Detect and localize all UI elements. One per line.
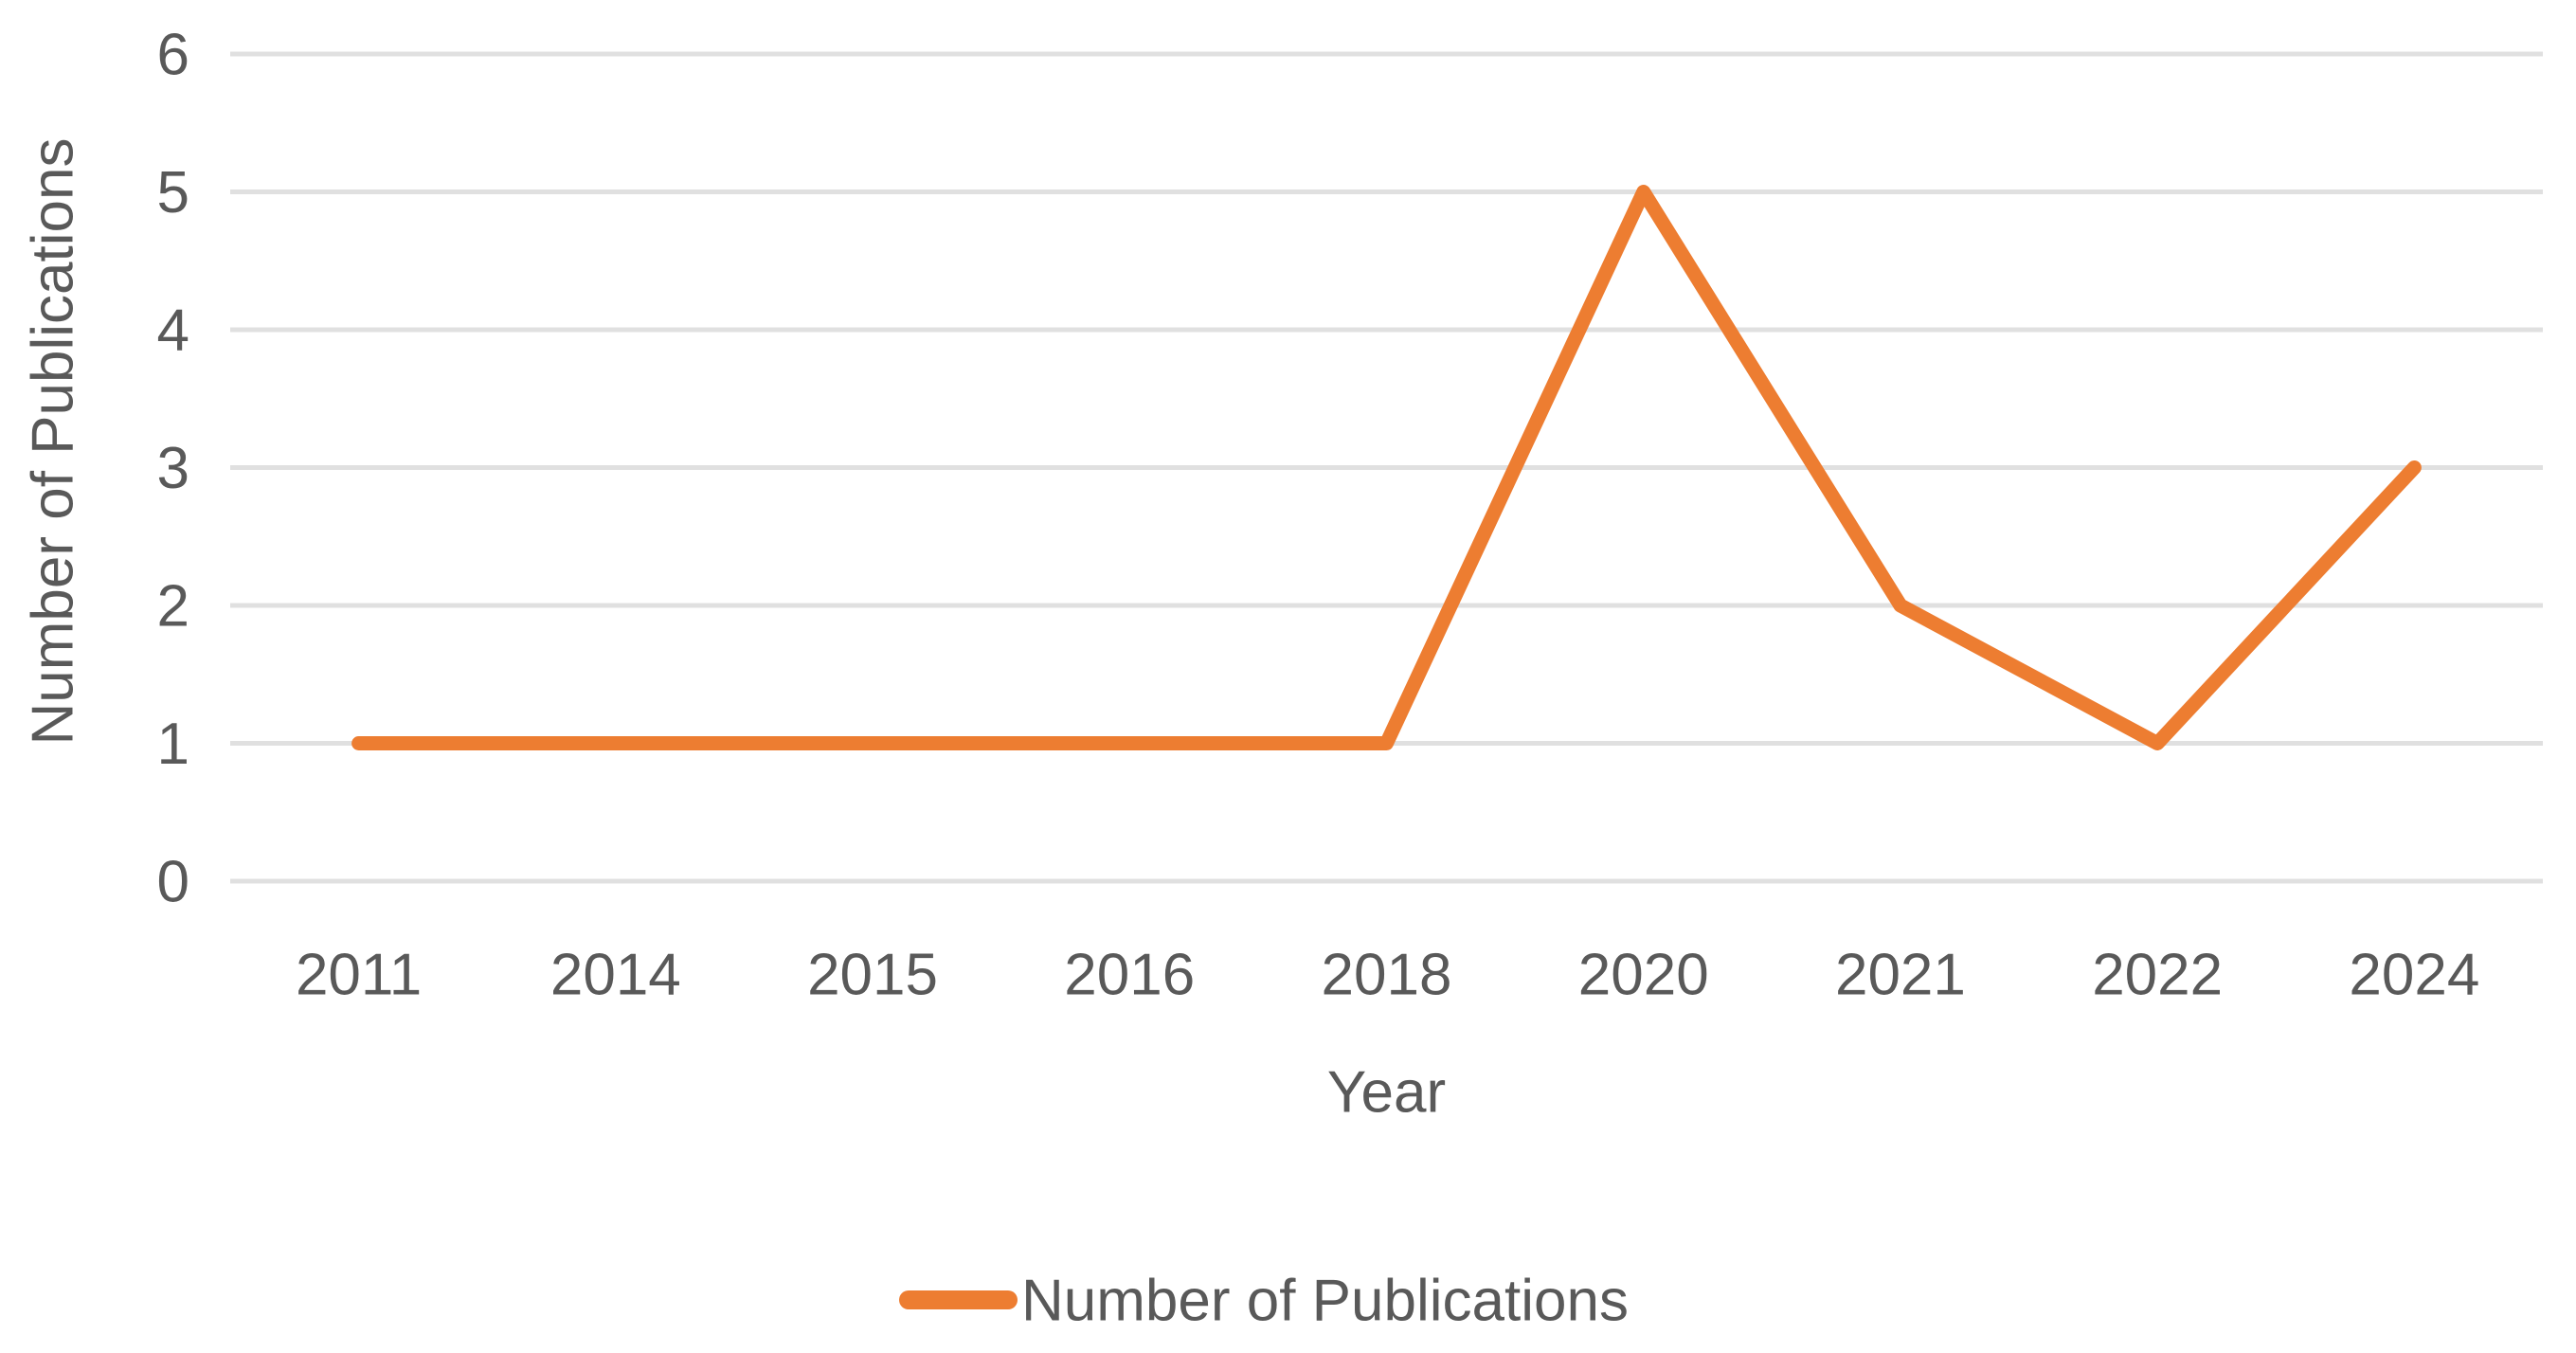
y-tick-label: 2 — [157, 574, 189, 640]
series-line — [351, 185, 2422, 750]
legend-label: Number of Publications — [1021, 1269, 1629, 1334]
y-tick-label: 0 — [157, 850, 189, 915]
x-tick-label: 2018 — [1322, 943, 1452, 1008]
x-tick-label: 2011 — [296, 943, 422, 1008]
x-tick-label: 2014 — [550, 943, 681, 1008]
y-tick-label: 5 — [157, 160, 189, 226]
y-tick-label: 3 — [157, 436, 189, 501]
y-tick-label: 4 — [157, 298, 189, 364]
x-tick-label: 2015 — [807, 943, 938, 1008]
x-tick-label: 2021 — [1835, 943, 1966, 1008]
x-tick-label: 2024 — [2349, 943, 2479, 1008]
y-tick-label: 1 — [157, 712, 189, 777]
y-axis-title: Number of Publications — [21, 138, 86, 746]
y-tick-label: 6 — [157, 23, 189, 88]
x-tick-label: 2022 — [2092, 943, 2223, 1008]
x-axis-title: Year — [1327, 1060, 1446, 1126]
x-tick-label: 2020 — [1578, 943, 1709, 1008]
x-tick-label: 2016 — [1064, 943, 1195, 1008]
